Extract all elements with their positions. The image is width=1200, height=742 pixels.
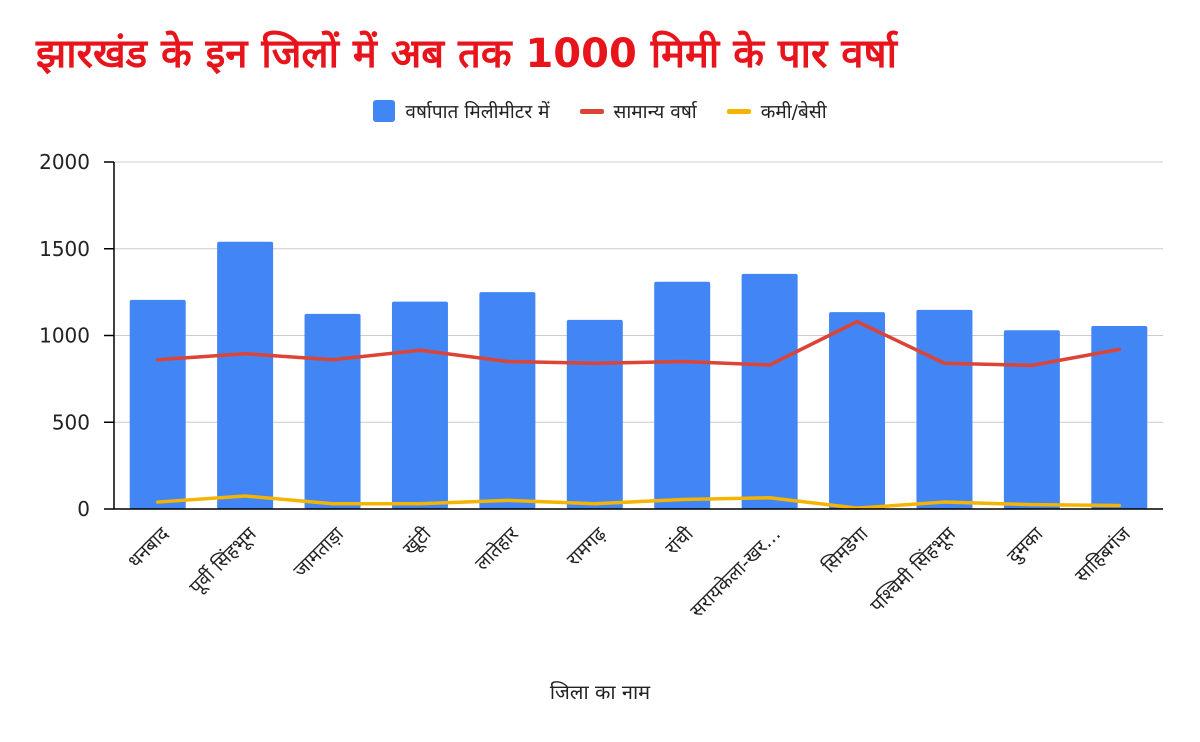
bar [829, 312, 886, 509]
series-line-deficit [155, 494, 1122, 510]
bar [654, 281, 711, 509]
bar [741, 273, 798, 509]
x-axis-title: जिला का नाम [549, 680, 651, 704]
bar [1091, 325, 1148, 509]
x-tick-label: दुमका [1003, 522, 1049, 568]
x-tick-label: रामगढ़ [563, 523, 611, 571]
legend-item-rainfall[interactable]: वर्षापात मिलीमीटर में [373, 98, 550, 124]
y-tick-label: 1000 [39, 324, 90, 348]
x-tick-label: खूंटी [398, 522, 437, 561]
y-tick-label: 500 [52, 410, 90, 434]
x-tick-label: रांची [660, 522, 698, 560]
bar [391, 301, 448, 509]
legend-swatch-rainfall [373, 100, 396, 122]
bar [479, 292, 536, 509]
legend-swatch-deficit [726, 108, 751, 114]
legend-label-normal: सामान्य वर्षा [613, 101, 697, 123]
bar [566, 319, 623, 509]
y-tick-label: 2000 [39, 150, 90, 174]
bar [916, 309, 973, 509]
x-tick-label: धनबाद [124, 522, 174, 572]
legend: वर्षापात मिलीमीटर में सामान्य वर्षा कमी/… [0, 98, 1200, 124]
x-tick-label: पूर्वी सिंहभूम [184, 522, 261, 599]
x-tick-label: जामताड़ा [289, 522, 349, 582]
legend-label-rainfall: वर्षापात मिलीमीटर में [405, 101, 550, 123]
x-tick-label: साहिबगंज [1070, 522, 1135, 587]
bar [217, 241, 274, 509]
series-line-normal [155, 319, 1122, 368]
chart-title: झारखंड के इन जिलों में अब तक 1000 मिमी क… [36, 31, 897, 77]
x-tick-label: पश्चिमी सिंहभूम [865, 522, 961, 618]
y-tick-label: 1500 [39, 237, 90, 261]
legend-swatch-normal [579, 108, 604, 114]
y-tick-label: 0 [77, 497, 90, 521]
x-tick-label: सरायकेला-खर… [685, 522, 785, 622]
bar [304, 313, 361, 509]
legend-label-deficit: कमी/बेसी [760, 101, 827, 123]
x-tick-label: सिमडेगा [817, 522, 873, 578]
bar [129, 299, 186, 509]
legend-item-deficit[interactable]: कमी/बेसी [726, 98, 827, 124]
x-tick-label: लातेहार [470, 521, 523, 574]
legend-item-normal[interactable]: सामान्य वर्षा [579, 98, 697, 124]
bar [1003, 330, 1060, 509]
